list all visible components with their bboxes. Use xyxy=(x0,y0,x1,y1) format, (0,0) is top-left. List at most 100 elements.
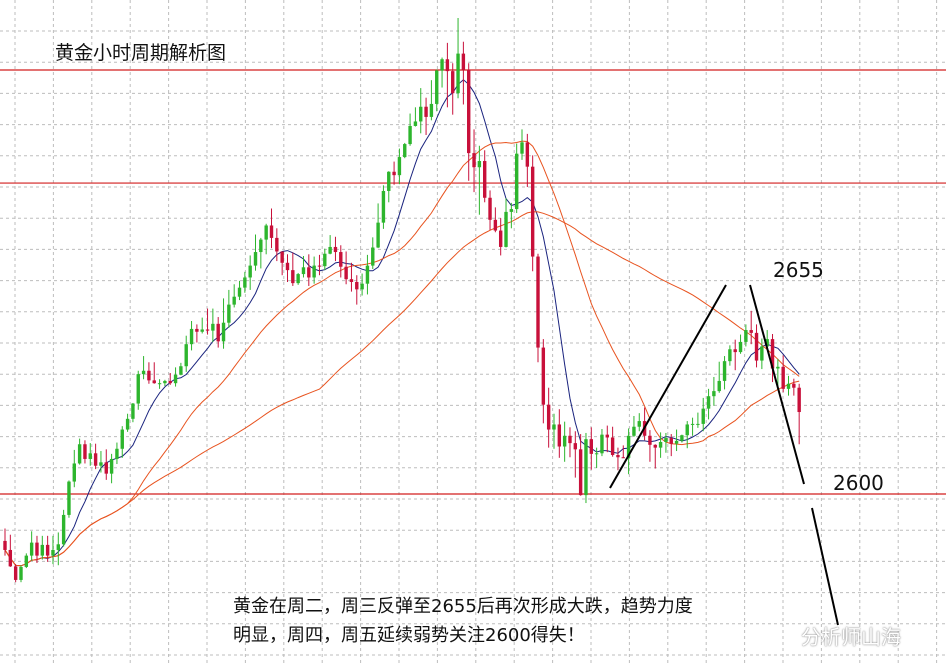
candle-body xyxy=(323,253,327,267)
candle-body xyxy=(712,391,716,397)
candle-body xyxy=(99,462,103,466)
ma-slow-line xyxy=(4,211,800,567)
candle-body xyxy=(253,252,258,266)
candle-body xyxy=(701,408,705,424)
candle-body xyxy=(163,380,167,384)
rising-trendline xyxy=(609,284,727,489)
candle-body xyxy=(546,404,551,430)
candle-body xyxy=(419,106,423,122)
candle-body xyxy=(205,329,210,331)
candle-body xyxy=(509,209,514,212)
candle-body xyxy=(67,481,71,515)
candle-body xyxy=(797,387,801,413)
candle-body xyxy=(477,161,482,168)
candle-body xyxy=(557,424,562,447)
candle-body xyxy=(435,70,439,104)
candle-body xyxy=(637,421,641,427)
candle-body xyxy=(339,252,343,267)
candle-body xyxy=(45,544,50,556)
candle-body xyxy=(717,380,721,392)
candle-body xyxy=(83,444,87,459)
candle-body xyxy=(291,270,295,284)
candle-body xyxy=(147,370,151,381)
candle-body xyxy=(589,439,593,454)
candle-body xyxy=(754,332,759,361)
candle-body xyxy=(616,454,620,458)
candle-body xyxy=(392,171,396,176)
candle-body xyxy=(19,566,23,580)
candle-body xyxy=(56,544,60,550)
chart-title: 黄金小时周期解析图 xyxy=(55,42,227,64)
candle-body xyxy=(3,540,7,550)
candle-body xyxy=(658,441,663,448)
candle-body xyxy=(355,282,359,290)
candle-body xyxy=(483,161,487,198)
projection-line xyxy=(811,507,839,626)
candle-body xyxy=(568,435,572,444)
candle-body xyxy=(195,328,199,332)
candle-body xyxy=(594,453,599,455)
candle-body xyxy=(541,347,546,405)
candle-body xyxy=(424,106,428,117)
candle-body xyxy=(8,549,13,567)
candle-body xyxy=(301,267,306,275)
candle-body xyxy=(765,339,769,347)
candle-body xyxy=(275,237,279,252)
candle-body xyxy=(429,103,434,117)
support-level-label: 2600 xyxy=(833,471,884,495)
candle-body xyxy=(152,380,156,384)
candle-body xyxy=(344,266,348,280)
ma-mid-line xyxy=(4,140,800,567)
candle-body xyxy=(498,230,503,247)
candle-body xyxy=(93,453,98,466)
candle-body xyxy=(722,361,727,381)
candle-body xyxy=(13,566,18,580)
candle-body xyxy=(664,438,668,442)
resistance-level-label: 2655 xyxy=(773,258,824,282)
analysis-note-line-1: 黄金在周二，周三反弹至2655后再次形成大跌，趋势力度 xyxy=(233,596,693,617)
candle-body xyxy=(706,396,711,409)
candle-body xyxy=(520,142,524,154)
candle-body xyxy=(403,144,407,158)
candle-body xyxy=(120,429,124,449)
candle-body xyxy=(141,370,146,375)
candle-body xyxy=(387,171,391,191)
candle-body xyxy=(648,435,652,445)
ma-fast-line xyxy=(4,79,800,567)
candle-body xyxy=(738,341,743,353)
candle-body xyxy=(24,555,29,567)
candle-body xyxy=(280,251,284,263)
candle-body xyxy=(259,239,263,253)
candle-body xyxy=(61,514,66,545)
candle-body xyxy=(232,296,236,305)
candle-body xyxy=(184,344,188,367)
candle-body xyxy=(728,349,732,362)
candle-body xyxy=(307,267,311,278)
candle-body xyxy=(525,142,530,167)
candle-body xyxy=(269,225,274,238)
candle-body xyxy=(680,435,684,441)
candle-body xyxy=(653,444,657,448)
candle-body xyxy=(216,323,220,342)
candle-body xyxy=(610,437,615,455)
candle-body xyxy=(461,53,466,70)
candle-body xyxy=(600,434,604,454)
candle-body xyxy=(35,542,39,556)
candle-body xyxy=(514,153,519,210)
candle-body xyxy=(264,225,268,240)
candle-body xyxy=(40,544,45,556)
candle-body xyxy=(109,458,114,474)
candle-body xyxy=(744,330,748,342)
candle-body xyxy=(685,424,689,436)
candle-body xyxy=(792,383,796,388)
candle-body xyxy=(125,418,130,430)
candle-body xyxy=(285,262,290,271)
candle-body xyxy=(562,435,567,447)
candle-body xyxy=(312,265,316,278)
watermark: 分析师山海 xyxy=(801,625,901,649)
candle-body xyxy=(371,247,375,266)
candle-body xyxy=(328,246,332,254)
candle-body xyxy=(413,121,418,126)
candle-body xyxy=(29,542,34,556)
candle-body xyxy=(626,435,631,458)
